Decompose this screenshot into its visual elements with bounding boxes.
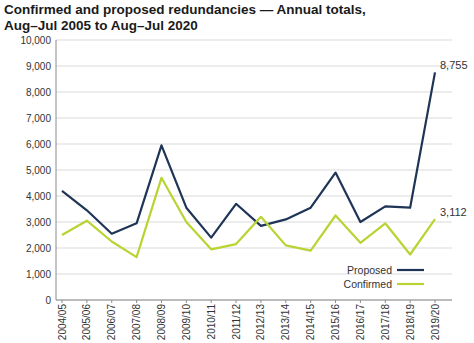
x-tick-label: 2016/17 [355,304,366,341]
grid-line [56,40,452,41]
x-tick-label: 2009/10 [181,304,192,341]
chart: 0 1,000 2,000 3,000 4,000 5,000 6,000 7,000 8,00… [0,0,474,343]
x-tick [111,300,112,303]
grid-line [56,274,452,275]
x-tick [62,300,63,303]
x-tick [310,300,311,303]
x-tick-label: 2008/09 [156,304,167,341]
series-line [62,72,435,237]
x-tick [435,300,436,303]
x-tick [360,300,361,303]
y-tick-label: 6,000 [26,139,51,150]
series-line [62,178,435,257]
x-tick [410,300,411,303]
y-tick-label: 8,000 [26,87,51,98]
legend-swatch [397,269,424,271]
x-tick-label: 2007/08 [131,304,142,341]
x-tick-label: 2014/15 [305,304,316,341]
x-tick-label: 2017/18 [380,304,391,341]
x-tick [236,300,237,303]
grid-line [56,92,452,93]
legend-swatch [397,283,424,285]
grid-line [56,196,452,197]
x-tick-label: 2006/07 [106,304,117,341]
lines [62,72,435,257]
x-tick [211,300,212,303]
grid-line [56,144,452,145]
x-tick-label: 2012/13 [255,304,266,341]
grid-line [56,248,452,249]
x-tick [285,300,286,303]
x-tick [385,300,386,303]
x-tick-label: 2010/11 [206,304,217,340]
x-tick [335,300,336,303]
x-tick [260,300,261,303]
grid-line [56,300,452,301]
x-tick-label: 2011/12 [231,304,242,340]
y-tick-label: 2,000 [26,243,51,254]
y-tick-label: 10,000 [20,35,51,46]
y-tick-label: 7,000 [26,113,51,124]
y-tick-label: 3,000 [26,217,51,228]
x-tick-label: 2005/06 [81,304,92,341]
x-tick-label: 2013/14 [280,304,291,341]
legend-label: Proposed [347,264,392,276]
x-axis [56,300,452,301]
grid-line [56,170,452,171]
y-tick-label: 1,000 [26,269,51,280]
grid-line [56,66,452,67]
y-tick-label: 0 [45,295,51,306]
x-tick [86,300,87,303]
x-tick-label: 2015/16 [330,304,341,341]
x-tick [136,300,137,303]
x-tick-label: 2018/19 [405,304,416,341]
y-axis [56,40,57,300]
legend-label: Confirmed [344,278,393,290]
y-tick-label: 4,000 [26,191,51,202]
data-label: 8,755 [440,59,468,71]
grid-line [56,222,452,223]
x-tick [161,300,162,303]
data-label: 3,112 [440,206,467,218]
x-tick-label: 2019/20 [430,304,441,341]
y-tick-label: 5,000 [26,165,51,176]
title: Confirmed and proposed redundancies — An… [4,2,394,34]
y-tick-label: 9,000 [26,61,51,72]
x-tick-label: 2004/05 [57,304,68,341]
grid-line [56,118,452,119]
x-tick [186,300,187,303]
